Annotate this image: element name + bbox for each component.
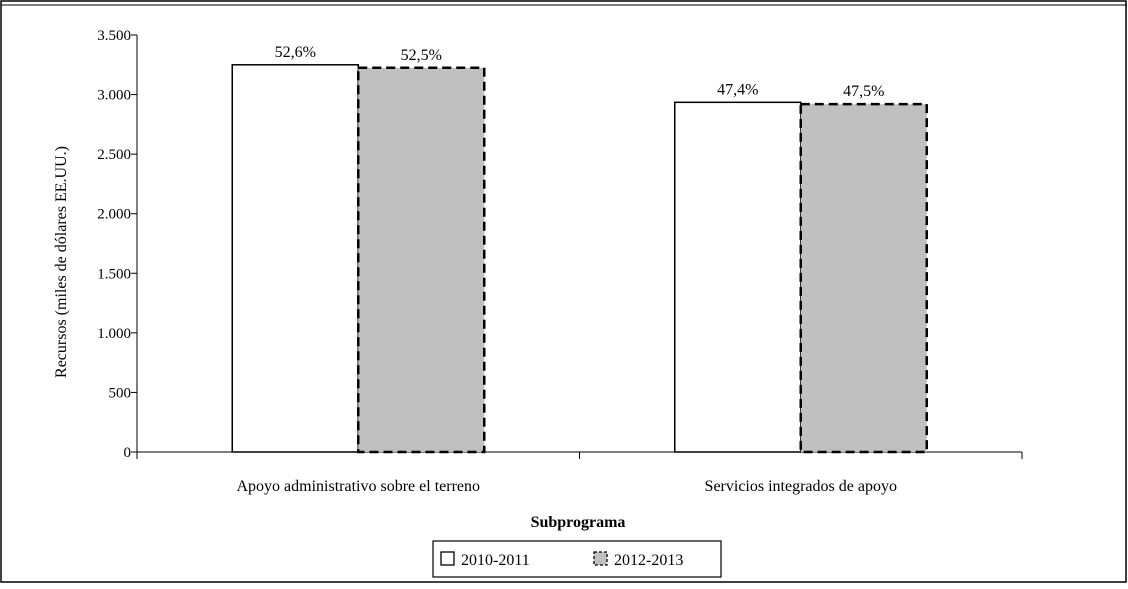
y-tick-label: 2.500: [97, 147, 131, 163]
legend-label: 2010-2011: [461, 552, 530, 569]
legend: 2010-2011 2012-2013: [432, 540, 722, 578]
legend-box: [432, 540, 722, 578]
bar: [799, 102, 928, 454]
y-axis-title: Recursos (miles de dólares EE.UU.): [53, 146, 70, 378]
data-label: 52,6%: [275, 44, 316, 61]
x-category-label: Servicios integrados de apoyo: [705, 478, 897, 495]
y-tick-label: 1.500: [97, 266, 131, 282]
legend-swatch: [440, 551, 455, 566]
data-labels: 52,6% 52,5% 47,4% 47,5%: [275, 44, 885, 100]
y-axis: 0 500 1.000 1.500 2.000 2.500 3.000 3.500: [97, 28, 138, 461]
x-axis: Apoyo administrativo sobre el terreno Ser…: [136, 451, 1023, 495]
bar: [357, 66, 486, 454]
bars: [231, 64, 928, 454]
y-tick-label: 2.000: [97, 207, 131, 223]
data-label: 47,4%: [717, 81, 758, 98]
data-label: 47,5%: [843, 83, 884, 100]
bar: [231, 64, 359, 453]
x-axis-title: Subprograma: [531, 514, 626, 531]
y-tick-label: 0: [124, 445, 132, 461]
data-label: 52,5%: [401, 47, 442, 64]
y-tick-label: 3.500: [97, 28, 131, 44]
x-category-label: Apoyo administrativo sobre el terreno: [237, 478, 481, 495]
y-tick-label: 500: [109, 385, 132, 401]
y-tick-label: 1.000: [97, 326, 131, 342]
legend-swatch: [593, 551, 608, 566]
y-tick-label: 3.000: [97, 88, 131, 104]
legend-label: 2012-2013: [614, 552, 683, 569]
bar: [674, 101, 802, 453]
